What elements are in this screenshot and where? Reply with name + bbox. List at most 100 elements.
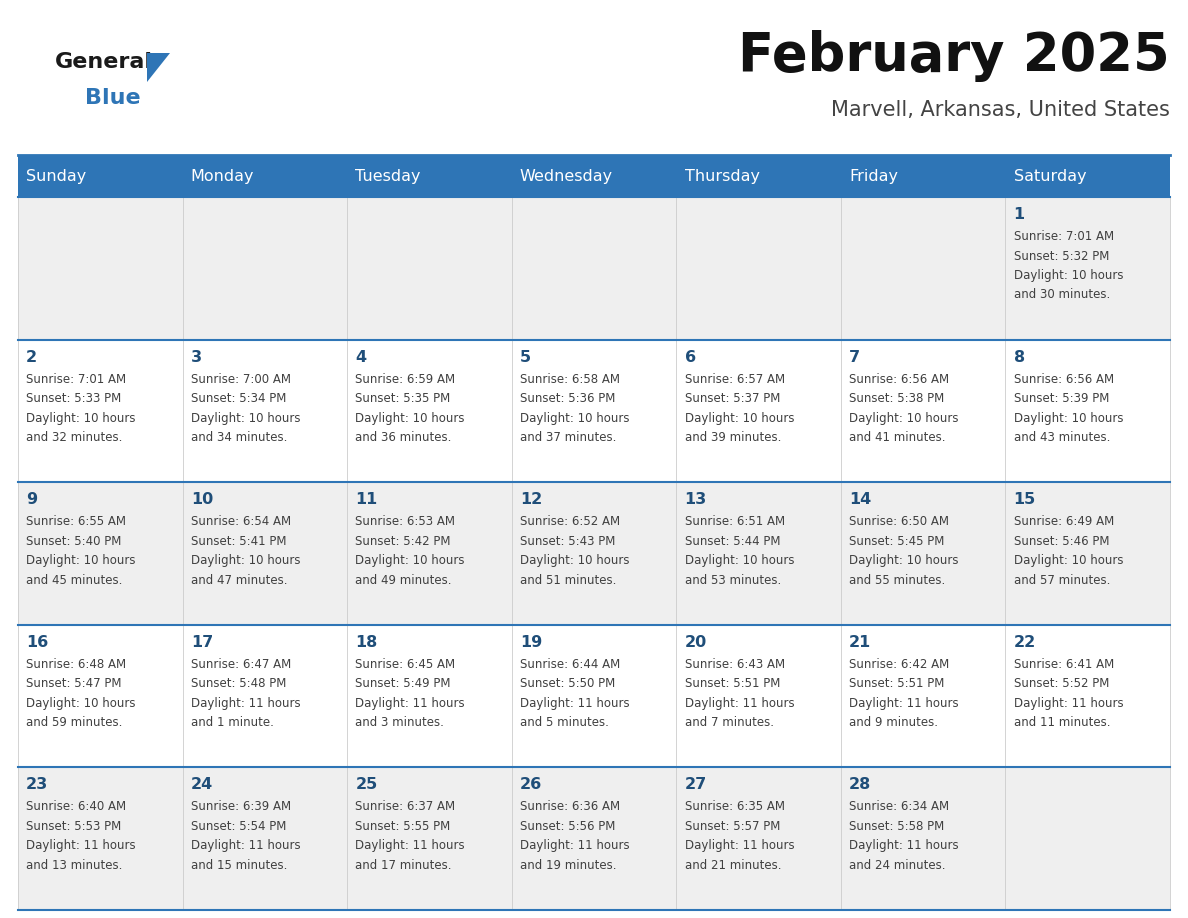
Text: Daylight: 10 hours: Daylight: 10 hours — [684, 554, 794, 567]
Text: 11: 11 — [355, 492, 378, 508]
Bar — [183, 767, 347, 910]
Text: Sunrise: 6:56 AM: Sunrise: 6:56 AM — [1013, 373, 1114, 386]
Bar — [183, 197, 347, 340]
Text: Daylight: 11 hours: Daylight: 11 hours — [849, 697, 959, 710]
Text: Daylight: 10 hours: Daylight: 10 hours — [1013, 269, 1123, 282]
Bar — [1005, 155, 1170, 197]
Text: Sunrise: 6:50 AM: Sunrise: 6:50 AM — [849, 515, 949, 528]
Text: 14: 14 — [849, 492, 871, 508]
Bar — [183, 482, 347, 625]
Bar — [18, 155, 183, 197]
Text: and 39 minutes.: and 39 minutes. — [684, 431, 781, 444]
Bar — [18, 625, 183, 767]
Text: Sunrise: 6:53 AM: Sunrise: 6:53 AM — [355, 515, 455, 528]
Bar — [183, 340, 347, 482]
Text: Sunset: 5:44 PM: Sunset: 5:44 PM — [684, 534, 781, 548]
Text: Sunday: Sunday — [26, 169, 87, 184]
Text: February 2025: February 2025 — [739, 30, 1170, 82]
Bar — [676, 625, 841, 767]
Text: and 34 minutes.: and 34 minutes. — [191, 431, 287, 444]
Text: and 43 minutes.: and 43 minutes. — [1013, 431, 1110, 444]
Bar — [676, 482, 841, 625]
Text: and 1 minute.: and 1 minute. — [191, 716, 273, 729]
Text: Daylight: 10 hours: Daylight: 10 hours — [355, 411, 465, 425]
Text: 25: 25 — [355, 778, 378, 792]
Text: Sunrise: 6:59 AM: Sunrise: 6:59 AM — [355, 373, 455, 386]
Text: Sunset: 5:43 PM: Sunset: 5:43 PM — [520, 534, 615, 548]
Text: Daylight: 10 hours: Daylight: 10 hours — [26, 554, 135, 567]
Text: Sunset: 5:49 PM: Sunset: 5:49 PM — [355, 677, 451, 690]
Bar — [841, 625, 1005, 767]
Bar — [347, 155, 512, 197]
Bar — [512, 197, 676, 340]
Polygon shape — [147, 53, 170, 82]
Text: Sunrise: 6:37 AM: Sunrise: 6:37 AM — [355, 800, 455, 813]
Text: Daylight: 10 hours: Daylight: 10 hours — [191, 554, 301, 567]
Text: Sunset: 5:35 PM: Sunset: 5:35 PM — [355, 392, 450, 405]
Text: Sunrise: 6:54 AM: Sunrise: 6:54 AM — [191, 515, 291, 528]
Text: 23: 23 — [26, 778, 49, 792]
Text: and 57 minutes.: and 57 minutes. — [1013, 574, 1110, 587]
Text: and 7 minutes.: and 7 minutes. — [684, 716, 773, 729]
Text: 17: 17 — [191, 635, 213, 650]
Text: Sunset: 5:40 PM: Sunset: 5:40 PM — [26, 534, 121, 548]
Text: 19: 19 — [520, 635, 542, 650]
Text: Sunset: 5:50 PM: Sunset: 5:50 PM — [520, 677, 615, 690]
Text: 7: 7 — [849, 350, 860, 364]
Text: Sunrise: 6:44 AM: Sunrise: 6:44 AM — [520, 658, 620, 671]
Text: and 24 minutes.: and 24 minutes. — [849, 859, 946, 872]
Bar — [1005, 482, 1170, 625]
Text: Sunrise: 6:48 AM: Sunrise: 6:48 AM — [26, 658, 126, 671]
Bar — [347, 767, 512, 910]
Text: 13: 13 — [684, 492, 707, 508]
Text: 1: 1 — [1013, 207, 1025, 222]
Text: and 3 minutes.: and 3 minutes. — [355, 716, 444, 729]
Text: Sunrise: 6:55 AM: Sunrise: 6:55 AM — [26, 515, 126, 528]
Text: Sunrise: 6:40 AM: Sunrise: 6:40 AM — [26, 800, 126, 813]
Bar — [676, 197, 841, 340]
Text: and 15 minutes.: and 15 minutes. — [191, 859, 287, 872]
Text: Sunset: 5:41 PM: Sunset: 5:41 PM — [191, 534, 286, 548]
Text: Wednesday: Wednesday — [520, 169, 613, 184]
Text: and 51 minutes.: and 51 minutes. — [520, 574, 617, 587]
Text: Sunset: 5:53 PM: Sunset: 5:53 PM — [26, 820, 121, 833]
Text: Daylight: 10 hours: Daylight: 10 hours — [26, 411, 135, 425]
Bar — [18, 197, 183, 340]
Text: Daylight: 10 hours: Daylight: 10 hours — [355, 554, 465, 567]
Bar — [512, 482, 676, 625]
Text: Friday: Friday — [849, 169, 898, 184]
Text: Sunrise: 6:36 AM: Sunrise: 6:36 AM — [520, 800, 620, 813]
Text: and 49 minutes.: and 49 minutes. — [355, 574, 451, 587]
Text: 28: 28 — [849, 778, 871, 792]
Text: 6: 6 — [684, 350, 696, 364]
Text: Sunset: 5:47 PM: Sunset: 5:47 PM — [26, 677, 121, 690]
Text: and 9 minutes.: and 9 minutes. — [849, 716, 939, 729]
Text: Daylight: 11 hours: Daylight: 11 hours — [355, 697, 465, 710]
Text: Sunset: 5:51 PM: Sunset: 5:51 PM — [849, 677, 944, 690]
Text: and 21 minutes.: and 21 minutes. — [684, 859, 781, 872]
Text: 2: 2 — [26, 350, 37, 364]
Text: Sunrise: 6:42 AM: Sunrise: 6:42 AM — [849, 658, 949, 671]
Text: and 37 minutes.: and 37 minutes. — [520, 431, 617, 444]
Text: 9: 9 — [26, 492, 37, 508]
Text: General: General — [55, 52, 153, 72]
Text: Sunset: 5:48 PM: Sunset: 5:48 PM — [191, 677, 286, 690]
Text: Sunset: 5:39 PM: Sunset: 5:39 PM — [1013, 392, 1110, 405]
Text: 8: 8 — [1013, 350, 1025, 364]
Bar — [676, 155, 841, 197]
Text: Sunset: 5:37 PM: Sunset: 5:37 PM — [684, 392, 779, 405]
Bar — [18, 767, 183, 910]
Text: Sunrise: 6:49 AM: Sunrise: 6:49 AM — [1013, 515, 1114, 528]
Text: and 17 minutes.: and 17 minutes. — [355, 859, 451, 872]
Text: Sunset: 5:34 PM: Sunset: 5:34 PM — [191, 392, 286, 405]
Text: Sunset: 5:57 PM: Sunset: 5:57 PM — [684, 820, 779, 833]
Text: 10: 10 — [191, 492, 213, 508]
Text: and 36 minutes.: and 36 minutes. — [355, 431, 451, 444]
Text: Daylight: 11 hours: Daylight: 11 hours — [26, 839, 135, 853]
Text: Sunrise: 6:56 AM: Sunrise: 6:56 AM — [849, 373, 949, 386]
Text: Sunset: 5:56 PM: Sunset: 5:56 PM — [520, 820, 615, 833]
Text: Daylight: 10 hours: Daylight: 10 hours — [684, 411, 794, 425]
Text: Sunrise: 6:57 AM: Sunrise: 6:57 AM — [684, 373, 784, 386]
Text: and 30 minutes.: and 30 minutes. — [1013, 288, 1110, 301]
Bar — [841, 155, 1005, 197]
